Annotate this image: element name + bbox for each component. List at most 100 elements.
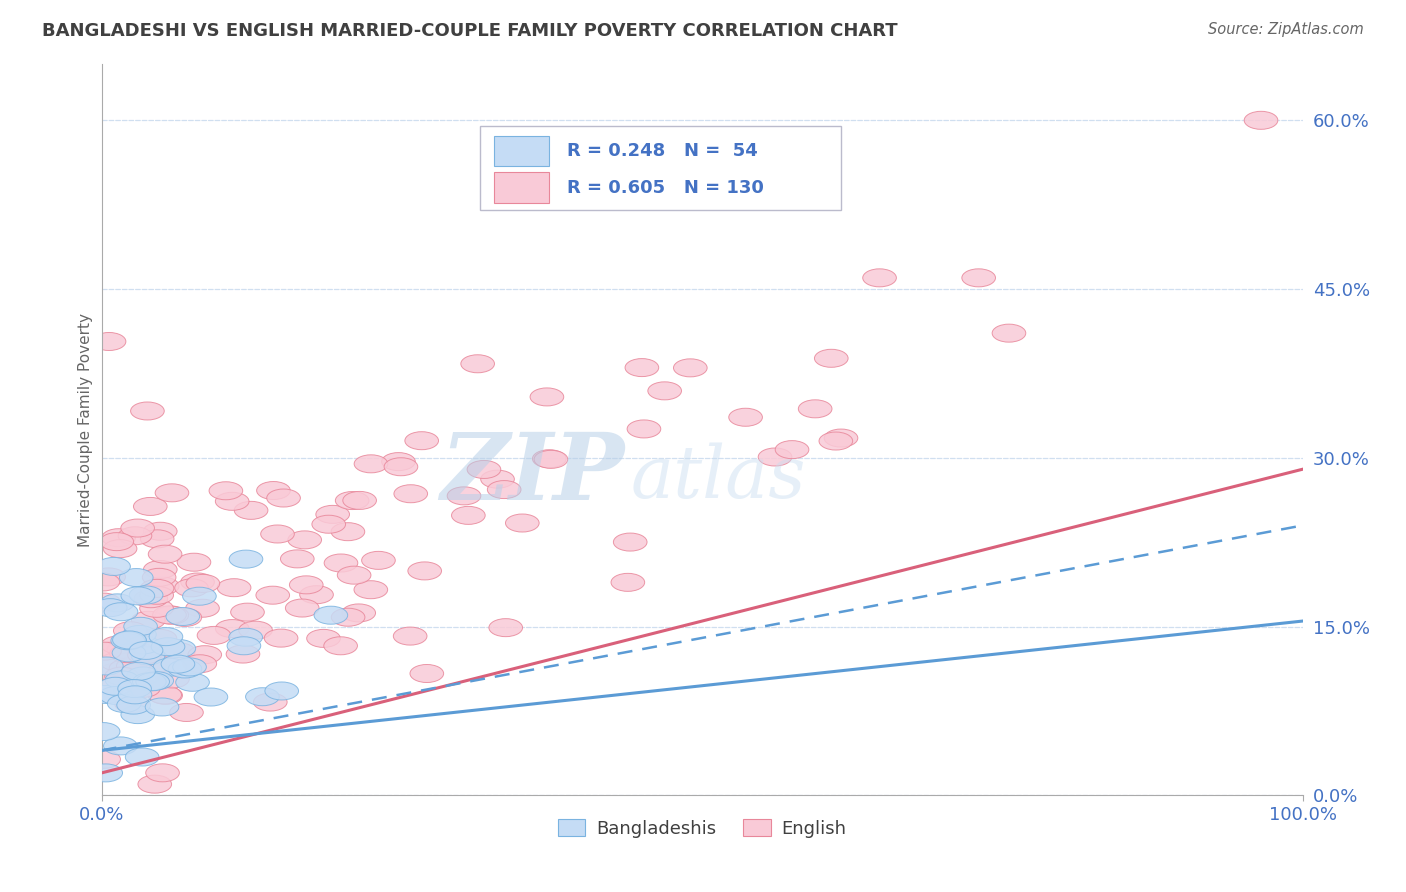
Ellipse shape xyxy=(330,523,364,541)
Ellipse shape xyxy=(325,554,357,572)
Text: R = 0.248   N =  54: R = 0.248 N = 54 xyxy=(567,142,758,160)
Ellipse shape xyxy=(530,388,564,406)
Ellipse shape xyxy=(626,359,658,376)
Ellipse shape xyxy=(110,659,143,677)
Ellipse shape xyxy=(405,432,439,450)
Ellipse shape xyxy=(149,628,183,646)
Ellipse shape xyxy=(112,631,146,649)
Ellipse shape xyxy=(863,268,897,287)
Ellipse shape xyxy=(97,558,131,575)
Ellipse shape xyxy=(129,586,163,604)
Ellipse shape xyxy=(93,599,127,616)
Ellipse shape xyxy=(381,452,415,471)
Ellipse shape xyxy=(264,682,298,700)
Ellipse shape xyxy=(87,593,121,611)
Ellipse shape xyxy=(89,685,122,704)
Ellipse shape xyxy=(312,516,346,533)
Ellipse shape xyxy=(114,622,148,640)
Ellipse shape xyxy=(627,420,661,438)
Ellipse shape xyxy=(814,350,848,368)
Ellipse shape xyxy=(110,645,143,663)
Ellipse shape xyxy=(131,402,165,420)
Ellipse shape xyxy=(87,750,121,768)
Ellipse shape xyxy=(307,630,340,648)
Ellipse shape xyxy=(323,637,357,655)
Ellipse shape xyxy=(260,525,294,543)
Ellipse shape xyxy=(87,642,121,660)
Ellipse shape xyxy=(103,540,136,558)
Ellipse shape xyxy=(141,530,174,548)
Ellipse shape xyxy=(107,640,141,658)
Ellipse shape xyxy=(253,693,287,711)
Ellipse shape xyxy=(197,626,231,644)
Ellipse shape xyxy=(124,617,157,635)
Ellipse shape xyxy=(101,529,135,547)
Ellipse shape xyxy=(114,682,148,700)
Ellipse shape xyxy=(612,574,645,591)
Ellipse shape xyxy=(155,483,188,502)
Ellipse shape xyxy=(138,775,172,793)
Ellipse shape xyxy=(188,646,222,664)
Ellipse shape xyxy=(799,400,832,417)
Ellipse shape xyxy=(127,636,160,654)
Ellipse shape xyxy=(132,673,166,690)
Ellipse shape xyxy=(149,686,183,705)
Ellipse shape xyxy=(488,481,522,499)
Legend: Bangladeshis, English: Bangladeshis, English xyxy=(551,813,853,845)
Ellipse shape xyxy=(89,764,122,782)
Ellipse shape xyxy=(121,627,155,646)
Ellipse shape xyxy=(100,533,134,550)
Ellipse shape xyxy=(100,687,132,705)
Ellipse shape xyxy=(118,527,152,545)
Ellipse shape xyxy=(226,645,260,663)
Ellipse shape xyxy=(148,686,181,704)
Ellipse shape xyxy=(101,636,135,654)
Ellipse shape xyxy=(648,382,682,400)
Text: BANGLADESHI VS ENGLISH MARRIED-COUPLE FAMILY POVERTY CORRELATION CHART: BANGLADESHI VS ENGLISH MARRIED-COUPLE FA… xyxy=(42,22,898,40)
Ellipse shape xyxy=(118,630,152,648)
Ellipse shape xyxy=(162,655,195,673)
Ellipse shape xyxy=(288,531,322,549)
Ellipse shape xyxy=(145,577,179,595)
Ellipse shape xyxy=(142,568,176,586)
Ellipse shape xyxy=(993,324,1026,343)
FancyBboxPatch shape xyxy=(495,136,548,167)
Ellipse shape xyxy=(336,491,368,509)
Ellipse shape xyxy=(145,698,179,716)
Ellipse shape xyxy=(962,268,995,287)
Ellipse shape xyxy=(411,665,444,682)
Ellipse shape xyxy=(285,599,319,617)
Ellipse shape xyxy=(139,599,173,617)
Ellipse shape xyxy=(215,492,249,510)
Ellipse shape xyxy=(134,498,167,516)
Ellipse shape xyxy=(146,657,180,675)
Ellipse shape xyxy=(115,695,148,713)
Ellipse shape xyxy=(86,723,120,740)
Ellipse shape xyxy=(384,458,418,475)
Ellipse shape xyxy=(90,657,124,675)
Ellipse shape xyxy=(235,501,269,519)
Ellipse shape xyxy=(118,686,152,704)
Ellipse shape xyxy=(481,470,515,488)
Ellipse shape xyxy=(218,579,250,597)
Ellipse shape xyxy=(506,514,538,532)
Ellipse shape xyxy=(93,333,127,351)
Ellipse shape xyxy=(183,587,217,605)
Ellipse shape xyxy=(121,519,155,537)
Ellipse shape xyxy=(280,549,314,568)
Ellipse shape xyxy=(104,737,138,755)
Ellipse shape xyxy=(299,586,333,604)
Ellipse shape xyxy=(229,628,263,646)
Text: R = 0.605   N = 130: R = 0.605 N = 130 xyxy=(567,178,763,196)
Ellipse shape xyxy=(117,696,150,714)
Ellipse shape xyxy=(170,704,204,722)
Ellipse shape xyxy=(146,764,180,781)
Ellipse shape xyxy=(122,663,155,681)
Ellipse shape xyxy=(143,630,177,648)
Ellipse shape xyxy=(132,611,165,630)
Ellipse shape xyxy=(86,573,120,591)
Ellipse shape xyxy=(461,355,495,373)
Ellipse shape xyxy=(127,680,160,698)
Ellipse shape xyxy=(166,607,200,625)
Ellipse shape xyxy=(156,670,190,688)
